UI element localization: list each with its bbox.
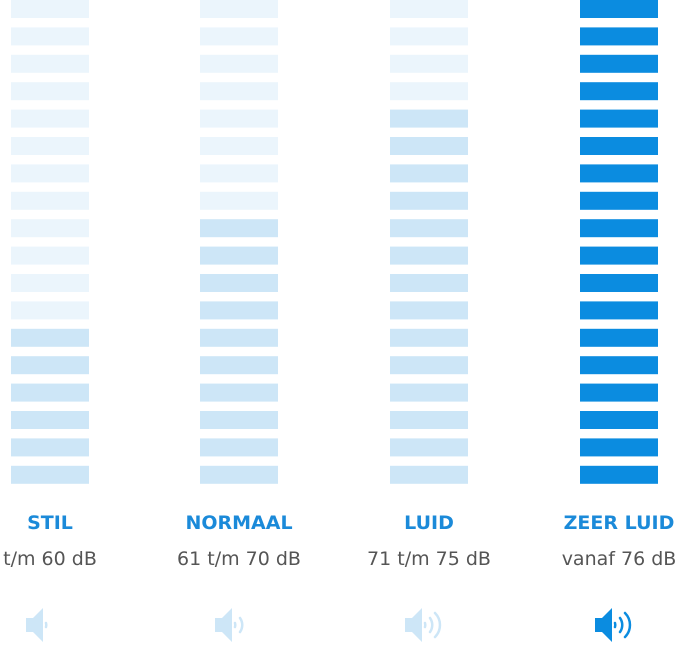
level-bar xyxy=(580,465,658,484)
level-bar xyxy=(580,411,658,429)
level-column: LUID 71 t/m 75 dB xyxy=(367,0,491,642)
level-label: LUID xyxy=(404,512,454,534)
level-bar xyxy=(390,411,468,429)
speaker-icon xyxy=(595,608,612,642)
level-bar xyxy=(390,438,468,457)
level-bar xyxy=(200,328,278,347)
level-bar xyxy=(200,301,278,320)
level-bar xyxy=(390,109,468,128)
level-bar xyxy=(200,27,278,46)
speaker-icon xyxy=(26,608,43,642)
level-bar xyxy=(390,0,468,18)
level-bar xyxy=(390,82,468,101)
level-label: NORMAAL xyxy=(185,512,292,534)
level-bar xyxy=(390,219,468,238)
level-bar xyxy=(11,438,89,457)
level-bar xyxy=(200,164,278,183)
level-bar xyxy=(390,27,468,46)
level-bar xyxy=(390,356,468,375)
level-bar xyxy=(390,246,468,265)
level-bar xyxy=(580,54,658,73)
level-bar xyxy=(390,164,468,183)
level-bar xyxy=(390,465,468,484)
level-bar xyxy=(11,301,89,320)
level-bar xyxy=(200,274,278,292)
level-bar xyxy=(580,383,658,402)
level-label: STIL xyxy=(27,512,73,534)
level-bar xyxy=(580,137,658,155)
level-bar xyxy=(11,465,89,484)
level-bar xyxy=(580,109,658,128)
level-bar xyxy=(390,54,468,73)
level-bar xyxy=(580,301,658,320)
level-bar xyxy=(580,438,658,457)
level-bar xyxy=(200,0,278,18)
level-bar xyxy=(11,82,89,101)
level-bar xyxy=(200,219,278,238)
level-bar xyxy=(390,301,468,320)
level-bar xyxy=(580,27,658,46)
speaker-wave xyxy=(623,611,632,639)
level-column: ZEER LUID vanaf 76 dB xyxy=(562,0,677,642)
level-range: vanaf 76 dB xyxy=(562,548,677,570)
speaker-icon xyxy=(215,608,232,642)
level-bar xyxy=(580,164,658,183)
level-bar xyxy=(200,356,278,375)
level-bar xyxy=(580,0,658,18)
level-bar xyxy=(11,27,89,46)
level-bar xyxy=(580,274,658,292)
level-bar xyxy=(11,137,89,155)
level-range: 61 t/m 70 dB xyxy=(177,548,301,570)
level-range: 71 t/m 75 dB xyxy=(367,548,491,570)
level-bar xyxy=(390,383,468,402)
speaker-wave xyxy=(428,616,434,634)
level-bar xyxy=(11,109,89,128)
level-bar xyxy=(200,137,278,155)
level-bar xyxy=(11,219,89,238)
level-bar xyxy=(580,82,658,101)
level-bar xyxy=(200,465,278,484)
level-bar xyxy=(390,137,468,155)
level-bar xyxy=(11,274,89,292)
level-bar xyxy=(11,328,89,347)
level-bar xyxy=(580,191,658,210)
level-bar xyxy=(11,191,89,210)
level-bar xyxy=(200,191,278,210)
level-bar xyxy=(200,411,278,429)
level-bar xyxy=(11,411,89,429)
speaker-wave xyxy=(433,611,442,639)
level-bar xyxy=(580,246,658,265)
level-bar xyxy=(200,246,278,265)
level-bar xyxy=(390,328,468,347)
level-bar xyxy=(580,219,658,238)
level-bar xyxy=(11,246,89,265)
level-bar xyxy=(200,54,278,73)
level-bar xyxy=(11,0,89,18)
level-bar xyxy=(200,109,278,128)
level-bar xyxy=(580,328,658,347)
level-bar xyxy=(390,191,468,210)
speaker-wave xyxy=(618,616,624,634)
level-label: ZEER LUID xyxy=(564,512,675,534)
speaker-wave xyxy=(238,616,244,634)
level-column: STIL t/m 60 dB xyxy=(3,0,97,642)
level-bar xyxy=(390,274,468,292)
level-bar xyxy=(11,54,89,73)
level-bar xyxy=(200,438,278,457)
level-range: t/m 60 dB xyxy=(3,548,97,570)
speaker-icon xyxy=(405,608,422,642)
level-bar xyxy=(200,82,278,101)
level-bar xyxy=(11,356,89,375)
level-bar xyxy=(200,383,278,402)
level-bar xyxy=(11,164,89,183)
level-bar xyxy=(11,383,89,402)
level-bar xyxy=(580,356,658,375)
level-column: NORMAAL 61 t/m 70 dB xyxy=(177,0,301,642)
